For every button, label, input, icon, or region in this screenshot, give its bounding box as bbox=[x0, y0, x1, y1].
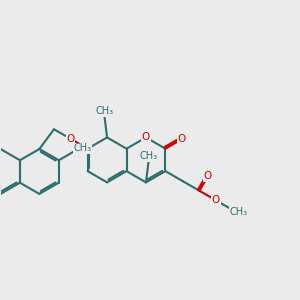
Text: O: O bbox=[142, 133, 150, 142]
Text: CH₃: CH₃ bbox=[95, 106, 113, 116]
Text: CH₃: CH₃ bbox=[140, 151, 158, 161]
Text: O: O bbox=[212, 195, 220, 205]
Text: O: O bbox=[204, 171, 212, 181]
Text: O: O bbox=[66, 134, 75, 144]
Text: O: O bbox=[178, 134, 186, 144]
Text: CH₃: CH₃ bbox=[229, 206, 247, 217]
Text: CH₃: CH₃ bbox=[74, 143, 92, 154]
